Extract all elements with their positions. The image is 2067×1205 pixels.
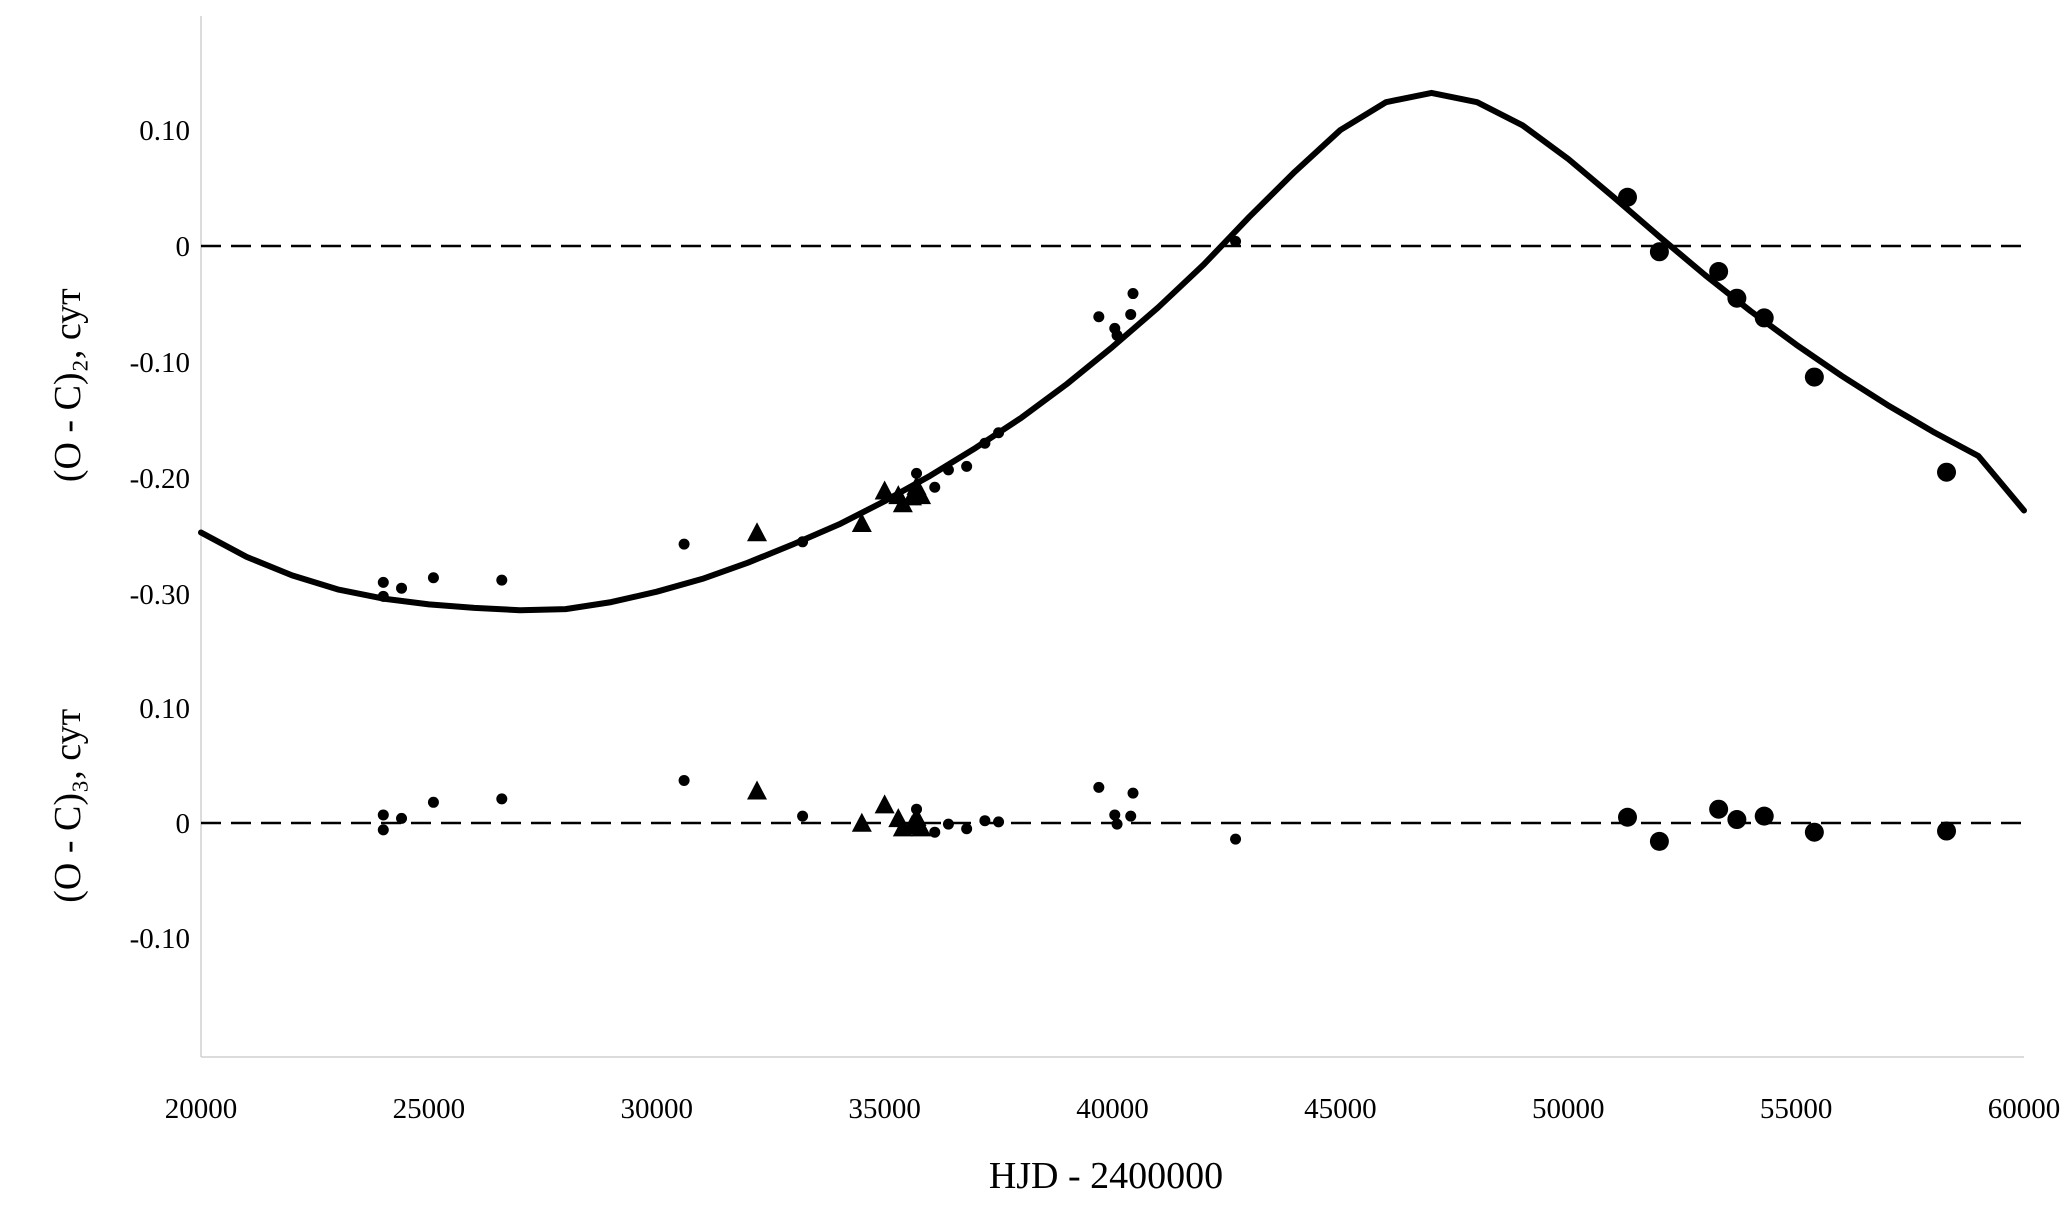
- data-point-small-circle: [427, 796, 439, 808]
- data-point-large-circle: [1754, 806, 1774, 826]
- x-tick-label: 55000: [1760, 1093, 1833, 1125]
- x-tick-label: 25000: [393, 1093, 466, 1125]
- data-point-small-circle: [678, 538, 690, 550]
- data-point-small-circle: [1230, 235, 1242, 247]
- x-tick-label: 60000: [1988, 1093, 2061, 1125]
- plot-panels: 0.10 0 -0.10 -0.20 -0.30 (O - C)₂, сут 0.10 0 -0…: [47, 89, 2027, 955]
- data-point-small-circle: [961, 823, 973, 835]
- data-point-small-circle: [1111, 818, 1123, 830]
- data-point-triangle: [911, 485, 932, 505]
- data-point-large-circle: [1804, 367, 1824, 387]
- data-point-large-circle: [1804, 822, 1824, 842]
- y-tick-label: -0.10: [130, 347, 190, 379]
- data-point-small-circle: [1093, 311, 1105, 323]
- data-point-small-circle: [396, 582, 408, 594]
- data-point-small-circle: [961, 460, 973, 472]
- y-tick-label: -0.30: [130, 579, 190, 611]
- data-point-small-circle: [377, 824, 389, 836]
- data-point-small-circle: [377, 590, 389, 602]
- y-tick-label: 0: [176, 808, 191, 840]
- data-point-triangle: [851, 812, 872, 832]
- data-point-small-circle: [929, 481, 941, 493]
- y-tick-label: -0.20: [130, 463, 190, 495]
- lower-panel: 0.10 0 -0.10 (O - C)₃, сут: [47, 693, 2024, 955]
- data-point-small-circle: [797, 536, 809, 548]
- fit-curve: [198, 89, 2027, 614]
- data-point-large-circle: [1754, 308, 1774, 328]
- data-point-large-circle: [1617, 187, 1637, 207]
- data-point-large-circle: [1709, 799, 1729, 819]
- x-axis-title: HJD - 2400000: [989, 1155, 1223, 1197]
- data-point-small-circle: [1125, 308, 1137, 320]
- data-point-large-circle: [1709, 262, 1729, 282]
- x-tick-label: 50000: [1532, 1093, 1605, 1125]
- x-tick-label: 40000: [1076, 1093, 1149, 1125]
- data-point-large-circle: [1649, 242, 1669, 262]
- x-tick-label: 45000: [1304, 1093, 1377, 1125]
- upper-panel: 0.10 0 -0.10 -0.20 -0.30 (O - C)₂, сут: [47, 89, 2027, 614]
- data-point-triangle: [911, 817, 932, 837]
- data-point-small-circle: [942, 818, 954, 830]
- data-point-large-circle: [1617, 807, 1637, 827]
- data-point-triangle: [874, 480, 895, 500]
- lower-y-axis-title: (O - C)₃, сут: [47, 708, 89, 902]
- data-point-small-circle: [797, 810, 809, 822]
- data-point-triangle: [874, 794, 895, 814]
- axes: 20000 25000 30000 35000 40000 45000 50000 55000…: [165, 16, 2061, 1125]
- data-point-triangle: [851, 513, 872, 532]
- data-point-large-circle: [1727, 288, 1747, 308]
- y-tick-label: 0: [176, 231, 191, 263]
- data-point-small-circle: [929, 826, 941, 838]
- x-tick-label: 30000: [621, 1093, 694, 1125]
- data-point-large-circle: [1727, 810, 1747, 830]
- data-point-triangle: [747, 522, 768, 542]
- data-point-small-circle: [1109, 809, 1121, 821]
- data-point-small-circle: [942, 464, 954, 476]
- data-point-small-circle: [1230, 833, 1242, 845]
- data-point-small-circle: [1127, 787, 1139, 799]
- data-point-triangle: [892, 493, 913, 513]
- data-point-small-circle: [427, 572, 439, 584]
- data-point-small-circle: [396, 812, 408, 824]
- x-tick-label: 35000: [848, 1093, 921, 1125]
- data-point-small-circle: [979, 815, 991, 827]
- y-tick-label: 0.10: [139, 115, 190, 147]
- data-point-large-circle: [1649, 831, 1669, 851]
- data-point-small-circle: [377, 809, 389, 821]
- data-point-large-circle: [1937, 821, 1957, 841]
- data-point-large-circle: [1937, 462, 1957, 482]
- data-point-small-circle: [993, 427, 1005, 439]
- data-point-small-circle: [1125, 810, 1137, 822]
- upper-y-axis-title: (O - C)₂, сут: [47, 288, 89, 482]
- data-point-small-circle: [1093, 781, 1105, 793]
- data-point-small-circle: [678, 774, 690, 786]
- y-tick-label: 0.10: [139, 693, 190, 725]
- data-point-small-circle: [911, 467, 923, 479]
- data-point-small-circle: [496, 574, 508, 586]
- data-point-small-circle: [1127, 288, 1139, 300]
- data-point-small-circle: [496, 793, 508, 805]
- data-point-small-circle: [1111, 329, 1123, 341]
- data-point-small-circle: [377, 576, 389, 588]
- x-tick-label: 20000: [165, 1093, 238, 1125]
- data-point-small-circle: [979, 437, 991, 449]
- y-tick-label: -0.10: [130, 923, 190, 955]
- data-point-small-circle: [993, 816, 1005, 828]
- data-point-triangle: [747, 780, 768, 800]
